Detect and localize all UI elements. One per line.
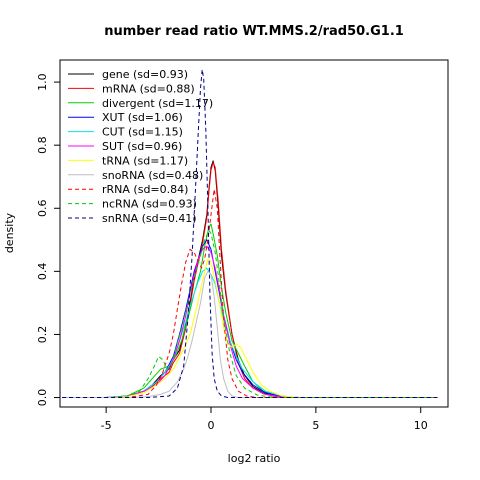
- legend-label: snoRNA (sd=0.48): [102, 169, 203, 182]
- y-tick-label: 0.8: [36, 136, 49, 154]
- legend-label: divergent (sd=1.17): [102, 97, 213, 110]
- series-line-8: [62, 188, 438, 398]
- y-tick-label: 1.0: [36, 73, 49, 91]
- x-axis: -5 0 5 10: [101, 406, 428, 432]
- x-tick-label: 0: [208, 419, 215, 432]
- legend-label: rRNA (sd=0.84): [102, 183, 188, 196]
- legend-label: XUT (sd=1.06): [102, 111, 183, 124]
- series-line-2: [62, 223, 438, 398]
- y-tick-label: 0.0: [36, 389, 49, 407]
- legend-label: SUT (sd=0.96): [102, 140, 182, 153]
- chart-title: number read ratio WT.MMS.2/rad50.G1.1: [104, 24, 404, 39]
- legend-label: snRNA (sd=0.41): [102, 212, 197, 225]
- y-tick-label: 0.6: [36, 200, 49, 218]
- y-tick-label: 0.2: [36, 326, 49, 344]
- y-tick-label: 0.4: [36, 263, 49, 281]
- x-tick-label: 10: [414, 419, 428, 432]
- legend-label: tRNA (sd=1.17): [102, 154, 188, 167]
- y-axis: 0.0 0.2 0.4 0.6 0.8 1.0: [36, 73, 61, 407]
- x-axis-label: log2 ratio: [228, 452, 281, 465]
- series-line-10: [62, 69, 438, 398]
- legend-label: gene (sd=0.93): [102, 68, 188, 81]
- legend-label: mRNA (sd=0.88): [102, 82, 195, 95]
- series-line-9: [62, 229, 438, 398]
- density-curves: [62, 69, 438, 398]
- legend-label: CUT (sd=1.15): [102, 126, 183, 139]
- legend: gene (sd=0.93)mRNA (sd=0.88) divergent (s…: [68, 68, 213, 225]
- series-line-6: [62, 258, 438, 398]
- y-axis-label: density: [3, 212, 16, 253]
- x-tick-label: 5: [312, 419, 319, 432]
- legend-label: ncRNA (sd=0.93): [102, 198, 197, 211]
- series-line-7: [62, 270, 438, 398]
- x-tick-label: -5: [101, 419, 112, 432]
